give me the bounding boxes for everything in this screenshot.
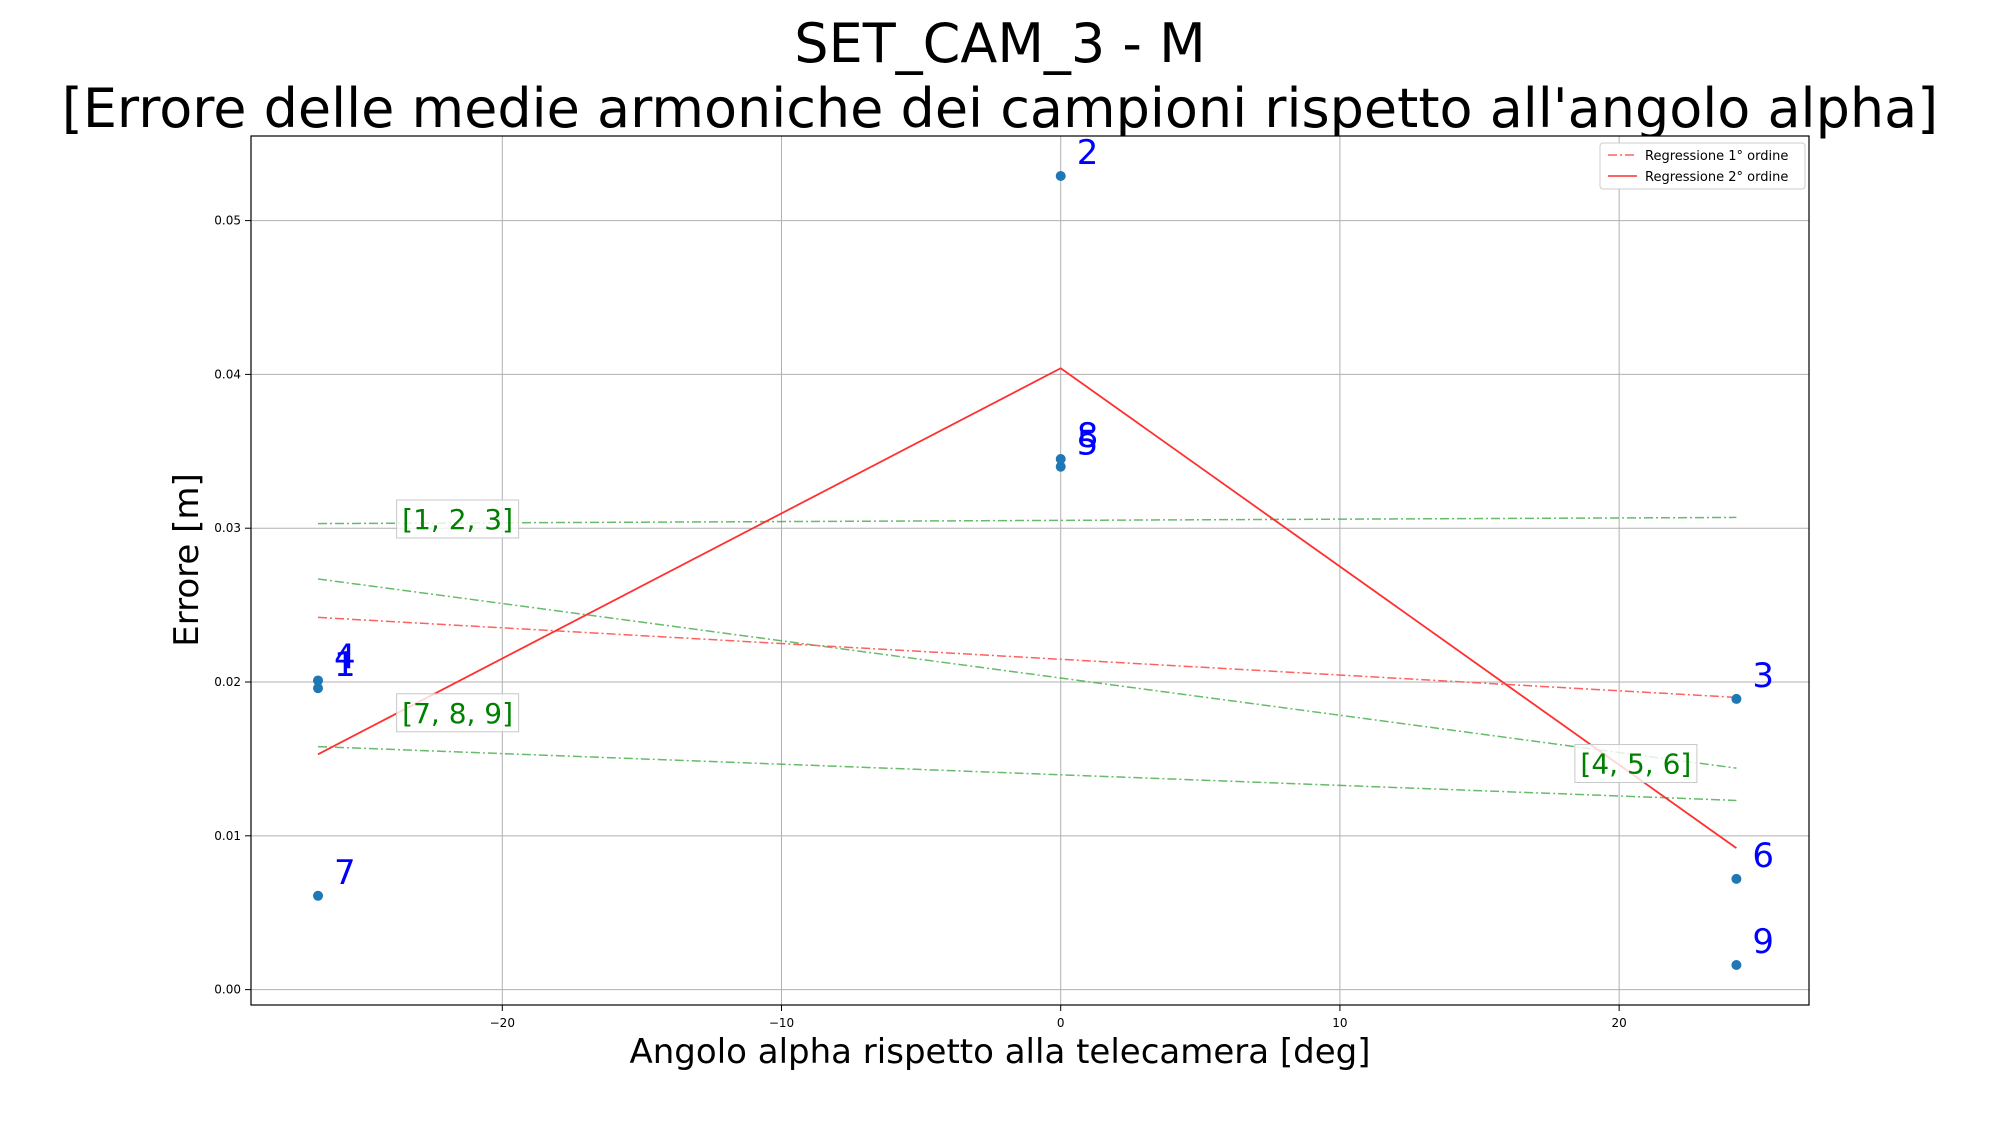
y-tick-label: 0.02 bbox=[214, 675, 241, 689]
x-tick-label: −10 bbox=[769, 1016, 794, 1030]
group-label-box: [4, 5, 6] bbox=[1574, 744, 1698, 784]
group-label-text: [7, 8, 9] bbox=[402, 697, 513, 730]
data-point-4 bbox=[313, 675, 324, 686]
group-label-text: [4, 5, 6] bbox=[1580, 748, 1691, 781]
point-label-6: 6 bbox=[1752, 836, 1774, 876]
group-label-box: [1, 2, 3] bbox=[396, 499, 520, 539]
data-points bbox=[313, 170, 1742, 971]
first-order-regression-line bbox=[317, 616, 1737, 699]
data-point-3 bbox=[1731, 693, 1742, 704]
x-tick-label: −20 bbox=[490, 1016, 515, 1030]
data-point-5 bbox=[1055, 461, 1066, 472]
y-tick-label: 0.05 bbox=[214, 214, 241, 228]
data-point-1 bbox=[313, 683, 324, 694]
x-tick-label: 0 bbox=[1057, 1016, 1065, 1030]
axis-ticks: −20 −10 0 10 20 0.00 0.01 0.02 0.03 0.04 0.05 bbox=[214, 214, 1626, 1030]
second-order-regression-line bbox=[317, 367, 1737, 849]
group-label-background bbox=[396, 693, 520, 733]
y-tick-label: 0.04 bbox=[214, 367, 241, 381]
group-regression-line bbox=[317, 745, 1737, 802]
data-point-8 bbox=[1055, 453, 1066, 464]
group-label-box: [7, 8, 9] bbox=[396, 693, 520, 733]
group-labels: [1, 2, 3] [4, 5, 6] [7, 8, 9] bbox=[396, 499, 1698, 784]
group-label-background bbox=[1574, 744, 1698, 784]
x-axis-label: Angolo alpha rispetto alla telecamera [d… bbox=[630, 1032, 1371, 1072]
point-label-1: 1 bbox=[334, 645, 356, 685]
point-label-5: 5 bbox=[1077, 424, 1099, 464]
x-tick-label: 10 bbox=[1332, 1016, 1347, 1030]
group-regression-line bbox=[317, 578, 1737, 769]
grid-lines bbox=[251, 136, 1809, 1005]
plot-border bbox=[250, 135, 1810, 1006]
legend: Regressione 1° ordine Regressione 2° ord… bbox=[1599, 142, 1806, 190]
legend-box bbox=[1599, 142, 1806, 190]
plot-area bbox=[251, 136, 1809, 1005]
plot-frame bbox=[250, 135, 1810, 1006]
y-tick-label: 0.03 bbox=[214, 521, 241, 535]
point-label-8: 8 bbox=[1077, 416, 1099, 456]
y-tick-label: 0.01 bbox=[214, 829, 241, 843]
data-point-9 bbox=[1731, 960, 1742, 971]
point-label-2: 2 bbox=[1077, 133, 1099, 173]
legend-label-second-order: Regressione 2° ordine bbox=[1645, 170, 1788, 185]
point-label-7: 7 bbox=[334, 853, 356, 893]
legend-label-first-order: Regressione 1° ordine bbox=[1645, 149, 1788, 164]
data-point-6 bbox=[1731, 873, 1742, 884]
point-label-9: 9 bbox=[1752, 922, 1774, 962]
point-labels: 1 2 3 4 5 6 7 8 9 bbox=[334, 133, 1774, 962]
group-label-background bbox=[396, 499, 520, 539]
regression-lines bbox=[317, 367, 1737, 849]
group-regression-line bbox=[318, 516, 1737, 525]
chart-title-line2: [Errore delle medie armoniche dei campio… bbox=[62, 77, 1938, 140]
y-tick-label: 0.00 bbox=[214, 983, 241, 997]
chart-title-line1: SET_CAM_3 - M bbox=[794, 12, 1205, 75]
point-label-3: 3 bbox=[1752, 656, 1774, 696]
x-tick-label: 20 bbox=[1611, 1016, 1626, 1030]
data-point-7 bbox=[313, 890, 324, 901]
data-point-2 bbox=[1055, 170, 1066, 181]
group-label-text: [1, 2, 3] bbox=[402, 503, 513, 536]
plot-background bbox=[251, 136, 1809, 1005]
point-label-4: 4 bbox=[334, 637, 356, 677]
y-axis-label: Errore [m] bbox=[167, 473, 207, 647]
